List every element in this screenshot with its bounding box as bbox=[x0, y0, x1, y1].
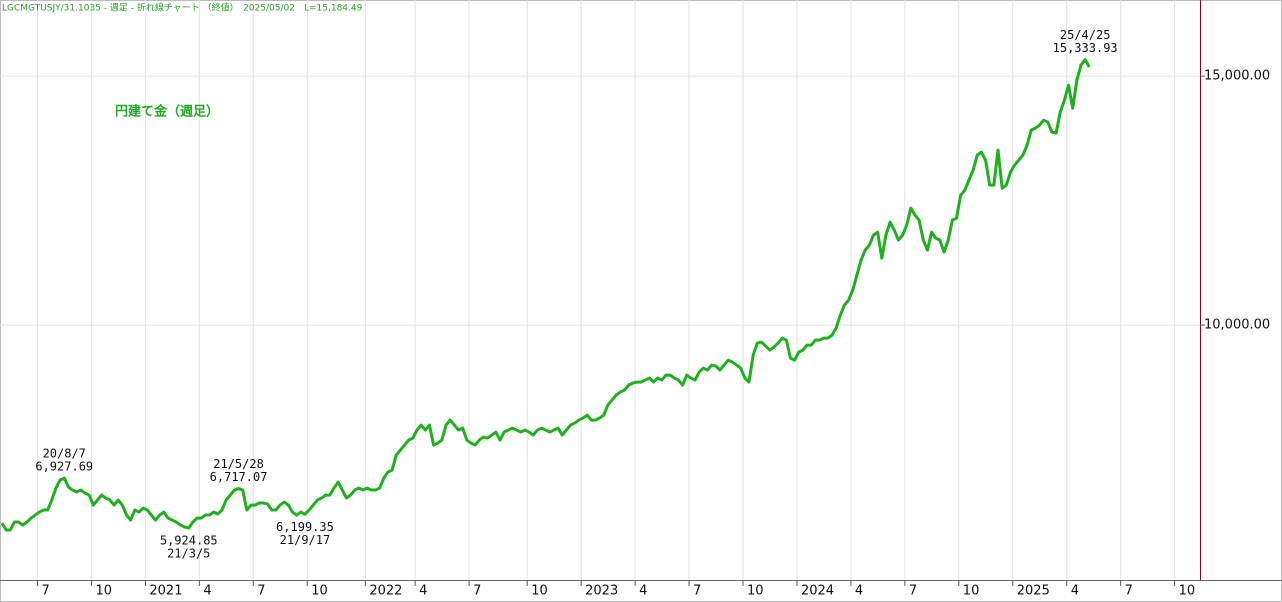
annotation-date: 21/9/17 bbox=[280, 533, 331, 547]
x-tick-label: 7 bbox=[909, 584, 917, 599]
x-tick-label: 10 bbox=[95, 584, 112, 599]
x-tick-label: 4 bbox=[419, 584, 427, 599]
x-tick-label: 10 bbox=[1179, 584, 1196, 599]
x-tick-label: 10 bbox=[963, 584, 980, 599]
annotation-value: 6,927.69 bbox=[35, 460, 93, 474]
annotation-value: 6,717.07 bbox=[210, 470, 268, 484]
x-tick-label: 7 bbox=[42, 584, 50, 599]
annotation-date: 25/4/25 bbox=[1060, 28, 1111, 42]
x-tick-label: 2023 bbox=[585, 584, 618, 599]
x-tick-label: 10 bbox=[311, 584, 328, 599]
x-tick-label: 4 bbox=[639, 584, 647, 599]
annotation-date: 21/3/5 bbox=[167, 546, 210, 560]
chart-title: 円建て金（週足） bbox=[115, 104, 219, 120]
x-tick-label: 10 bbox=[747, 584, 764, 599]
x-tick-label: 7 bbox=[257, 584, 265, 599]
x-tick-label: 7 bbox=[693, 584, 701, 599]
y-tick-label: 10,000.00 bbox=[1204, 318, 1270, 333]
x-tick-label: 7 bbox=[473, 584, 481, 599]
x-tick-label: 2021 bbox=[149, 584, 182, 599]
x-tick-label: 4 bbox=[1071, 584, 1079, 599]
annotation-value: 15,333.93 bbox=[1053, 41, 1118, 55]
x-tick-label: 2022 bbox=[369, 584, 402, 599]
annotation-value: 6,199.35 bbox=[276, 520, 334, 534]
price-line bbox=[0, 58, 1091, 532]
annotation-date: 21/5/28 bbox=[213, 457, 264, 471]
annotation-date: 20/8/7 bbox=[43, 447, 86, 461]
x-tick-label: 4 bbox=[855, 584, 863, 599]
header: LGCMGTUSJY/31.1035 - 週足 - 折れ線チャート （終値） 2… bbox=[2, 2, 363, 14]
annotation-value: 5,924.85 bbox=[160, 533, 218, 547]
x-tick-label: 2025 bbox=[1017, 584, 1050, 599]
x-tick-label: 7 bbox=[1125, 584, 1133, 599]
x-tick-label: 10 bbox=[531, 584, 548, 599]
y-tick-label: 15,000.00 bbox=[1204, 69, 1270, 84]
x-tick-label: 2024 bbox=[801, 584, 834, 599]
x-tick-label: 4 bbox=[203, 584, 211, 599]
